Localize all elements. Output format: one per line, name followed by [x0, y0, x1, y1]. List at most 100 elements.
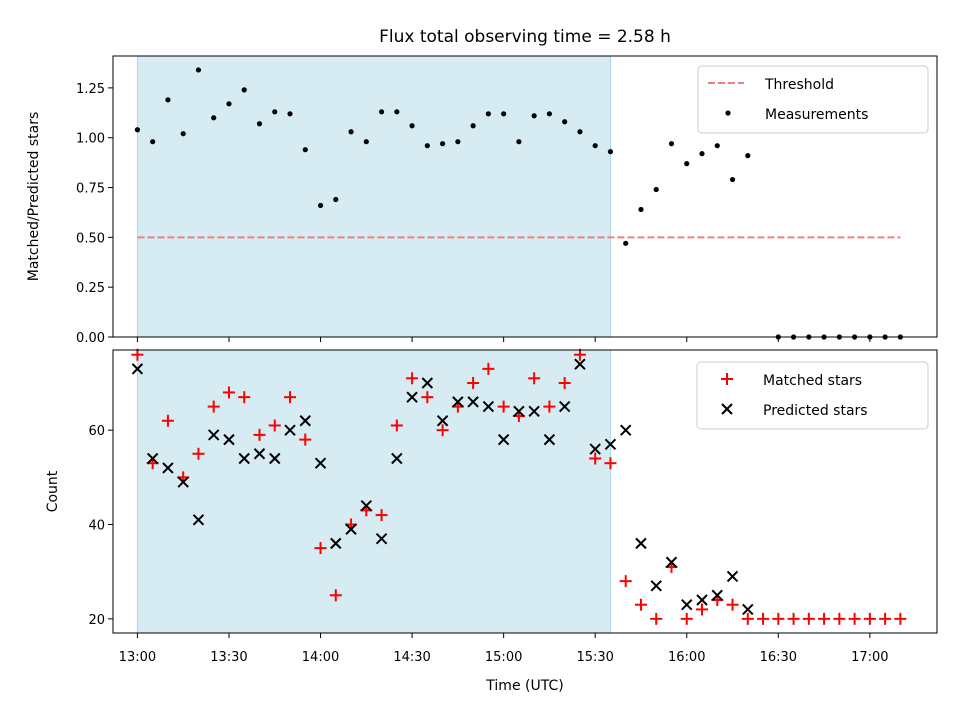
matched-star-point	[833, 612, 846, 625]
matched-star-point	[741, 612, 754, 625]
bottom-panel: 20 40 60 13:00 13:30 14:00 14:30 15:00 15:30 16:…	[45, 348, 938, 694]
predicted-star-point	[162, 462, 174, 474]
matched-star-point	[528, 372, 541, 385]
predicted-star-point	[436, 415, 449, 427]
bottom-y-axis-ticks: 20 40 60	[88, 424, 113, 628]
predicted-star-point	[177, 476, 189, 488]
matched-star-point	[222, 386, 235, 399]
top-y-tick-label: 0.75	[76, 182, 105, 197]
measurement-point	[333, 196, 339, 203]
measurement-point	[729, 176, 736, 183]
predicted-star-point	[238, 452, 250, 465]
top-y-axis-label: Matched/Predicted stars	[26, 112, 42, 282]
chart-title: Flux total observing time = 2.58 h	[379, 27, 671, 47]
bottom-y-axis-label: Count	[45, 470, 61, 512]
matched-star-point	[253, 428, 266, 441]
measurement-point	[546, 111, 553, 117]
predicted-star-point	[421, 377, 434, 389]
predicted-star-point	[574, 358, 586, 370]
matched-star-point	[818, 612, 831, 625]
matched-star-point	[802, 612, 815, 625]
predicted-star-point	[742, 603, 754, 616]
measurement-point	[180, 131, 186, 137]
measurement-point	[287, 111, 293, 117]
bottom-x-tick-label: 15:30	[576, 650, 613, 665]
predicted-star-point	[406, 391, 418, 403]
measurement-point	[714, 143, 720, 149]
matched-star-point	[879, 612, 892, 625]
matched-star-point	[207, 400, 220, 413]
x-axis-label: Time (UTC)	[485, 678, 563, 694]
measurement-point	[256, 121, 263, 127]
measurement-point	[623, 240, 629, 246]
measurement-point	[592, 143, 598, 149]
bottom-observing-window	[136, 349, 611, 634]
measurement-point	[638, 206, 644, 213]
matched-star-point	[787, 612, 800, 625]
predicted-star-point	[375, 532, 388, 545]
predicted-star-point	[253, 448, 266, 460]
predicted-star-point	[589, 443, 601, 455]
matched-star-point	[696, 603, 709, 616]
matched-star-point	[604, 457, 617, 470]
measurement-point	[409, 123, 415, 129]
bottom-axes-frame	[112, 349, 938, 634]
matched-star-point	[482, 362, 495, 375]
bottom-legend: Matched stars Predicted stars	[696, 361, 929, 430]
measurement-point	[165, 97, 171, 103]
bottom-x-tick-label: 15:00	[485, 650, 522, 665]
top-y-tick-label: 0.25	[76, 281, 105, 296]
measurement-point	[699, 151, 705, 157]
matched-star-point	[467, 377, 480, 390]
matched-star-point	[863, 612, 876, 625]
measurement-point	[516, 139, 522, 145]
predicted-star-point	[223, 433, 235, 446]
legend-matched-swatch	[721, 373, 733, 385]
bottom-y-tick-label: 60	[88, 424, 105, 439]
matched-star-point	[406, 372, 419, 385]
predicted-star-point	[543, 433, 556, 446]
top-panel: 0.00 0.25 0.50 0.75 1.00 1.25 Matched/Predict…	[26, 55, 938, 346]
measurement-point	[653, 186, 659, 193]
bottom-y-tick-label: 40	[88, 519, 105, 534]
top-legend: Threshold Measurements	[697, 65, 929, 134]
measurement-point	[501, 111, 507, 117]
measurement-point	[317, 202, 324, 209]
matched-star-point	[192, 447, 205, 460]
top-legend-box	[697, 65, 929, 134]
measurement-point	[241, 87, 247, 93]
predicted-star-point	[650, 580, 662, 592]
top-axes-frame	[112, 55, 938, 338]
measurement-point	[272, 109, 278, 115]
predicted-star-point	[696, 594, 708, 606]
matched-star-point	[573, 348, 586, 361]
top-y-tick-label: 1.25	[76, 82, 105, 97]
predicted-star-point	[604, 438, 617, 451]
legend-measurements-swatch	[725, 110, 731, 116]
measurement-point	[440, 141, 446, 147]
measurement-point	[394, 109, 400, 115]
top-y-tick-label: 0.50	[76, 231, 105, 246]
predicted-star-point	[208, 429, 220, 441]
predicted-star-point	[635, 537, 647, 550]
measurement-point	[150, 139, 156, 145]
matched-star-point	[558, 377, 571, 390]
matched-star-point	[894, 612, 907, 625]
top-observing-window	[136, 55, 611, 338]
matched-star-point	[634, 598, 647, 611]
predicted-star-point	[314, 457, 327, 469]
predicted-star-point	[192, 514, 205, 526]
top-y-tick-label: 0.00	[76, 331, 105, 346]
bottom-x-axis-ticks: 13:00 13:30 14:00 14:30 15:00 15:30 16:00 16:30…	[119, 633, 889, 665]
matched-star-point	[390, 419, 403, 432]
bottom-x-tick-label: 16:30	[760, 650, 797, 665]
bottom-y-tick-label: 20	[88, 613, 105, 628]
bottom-x-tick-label: 14:00	[302, 650, 339, 665]
bottom-x-tick-label: 13:30	[210, 650, 247, 665]
matched-star-point	[268, 419, 281, 432]
predicted-star-point	[665, 556, 678, 568]
matched-star-point	[619, 575, 632, 588]
measurement-point	[195, 67, 202, 73]
predicted-star-point	[482, 400, 495, 413]
measurement-point	[485, 111, 491, 117]
